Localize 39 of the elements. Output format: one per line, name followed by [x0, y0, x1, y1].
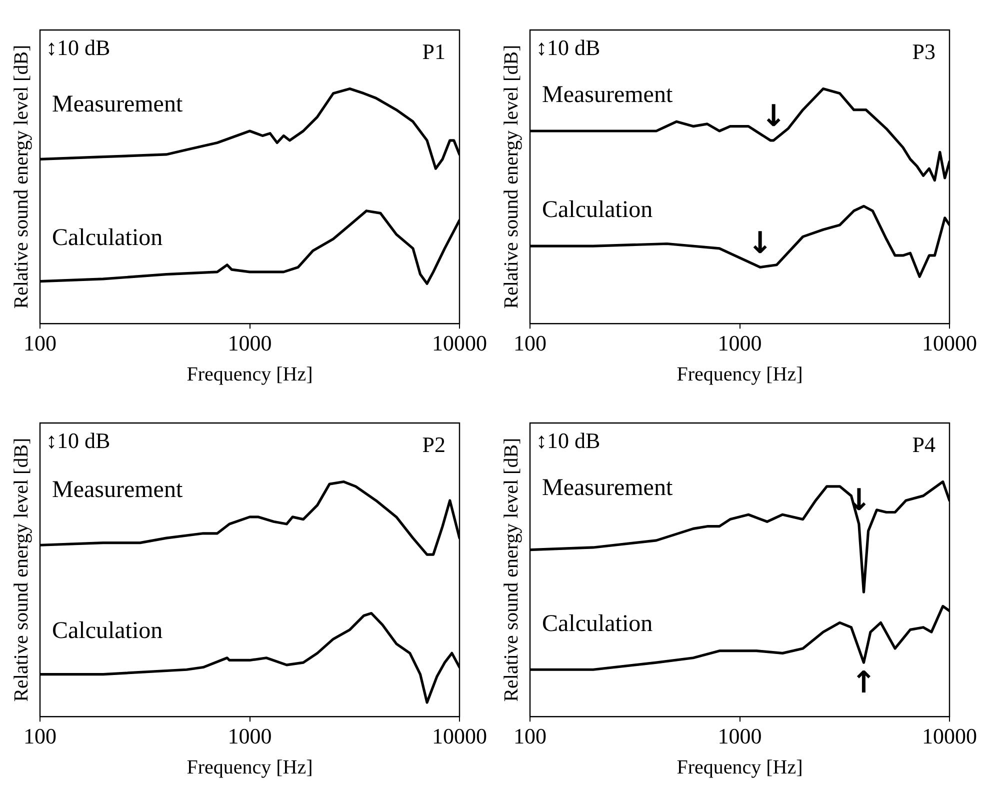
y-axis-title: Relative sound energy level [dB]	[10, 438, 32, 702]
annotation: ↓	[748, 226, 773, 262]
text: P1	[422, 38, 446, 64]
x-tick-label: 10000	[922, 724, 977, 749]
series-label: Calculation	[52, 225, 163, 252]
text: ↕10 dB	[536, 428, 600, 453]
series-label: Measurement	[542, 474, 673, 501]
x-tick-label: 1000	[718, 724, 762, 749]
series-label: Measurement	[52, 91, 183, 118]
x-axis-title: Frequency [Hz]	[186, 363, 313, 386]
y-axis-title: Relative sound energy level [dB]	[500, 438, 522, 702]
series-label: Measurement	[52, 477, 183, 504]
annotation: ↑	[851, 665, 876, 700]
x-tick-label: 100	[24, 724, 56, 749]
text: ↕10 dB	[46, 34, 110, 60]
x-tick-label: 1000	[228, 330, 272, 356]
series-label: Measurement	[542, 82, 673, 108]
x-tick-label: 1000	[228, 724, 272, 749]
x-tick-label: 1000	[718, 330, 762, 356]
x-axis-title: Frequency [Hz]	[186, 756, 313, 778]
text: ↕10 dB	[46, 428, 110, 453]
x-tick-label: 10000	[432, 330, 487, 356]
x-tick-label: 100	[514, 330, 546, 356]
x-tick-label: 100	[24, 330, 56, 356]
x-axis-title: Frequency [Hz]	[676, 363, 803, 386]
series-label: Calculation	[542, 611, 653, 638]
series-label: Calculation	[542, 196, 653, 223]
text: P3	[912, 38, 936, 64]
annotation: ↓	[761, 99, 786, 134]
series-label: Calculation	[52, 618, 163, 644]
y-axis-title: Relative sound energy level [dB]	[500, 44, 522, 309]
text: P2	[422, 432, 446, 457]
text: P4	[912, 432, 936, 457]
x-tick-label: 100	[514, 724, 546, 749]
y-axis-title: Relative sound energy level [dB]	[10, 44, 32, 309]
x-tick-label: 10000	[922, 330, 977, 356]
x-tick-label: 10000	[432, 724, 487, 749]
text: ↕10 dB	[536, 34, 600, 60]
x-axis-title: Frequency [Hz]	[676, 756, 803, 778]
